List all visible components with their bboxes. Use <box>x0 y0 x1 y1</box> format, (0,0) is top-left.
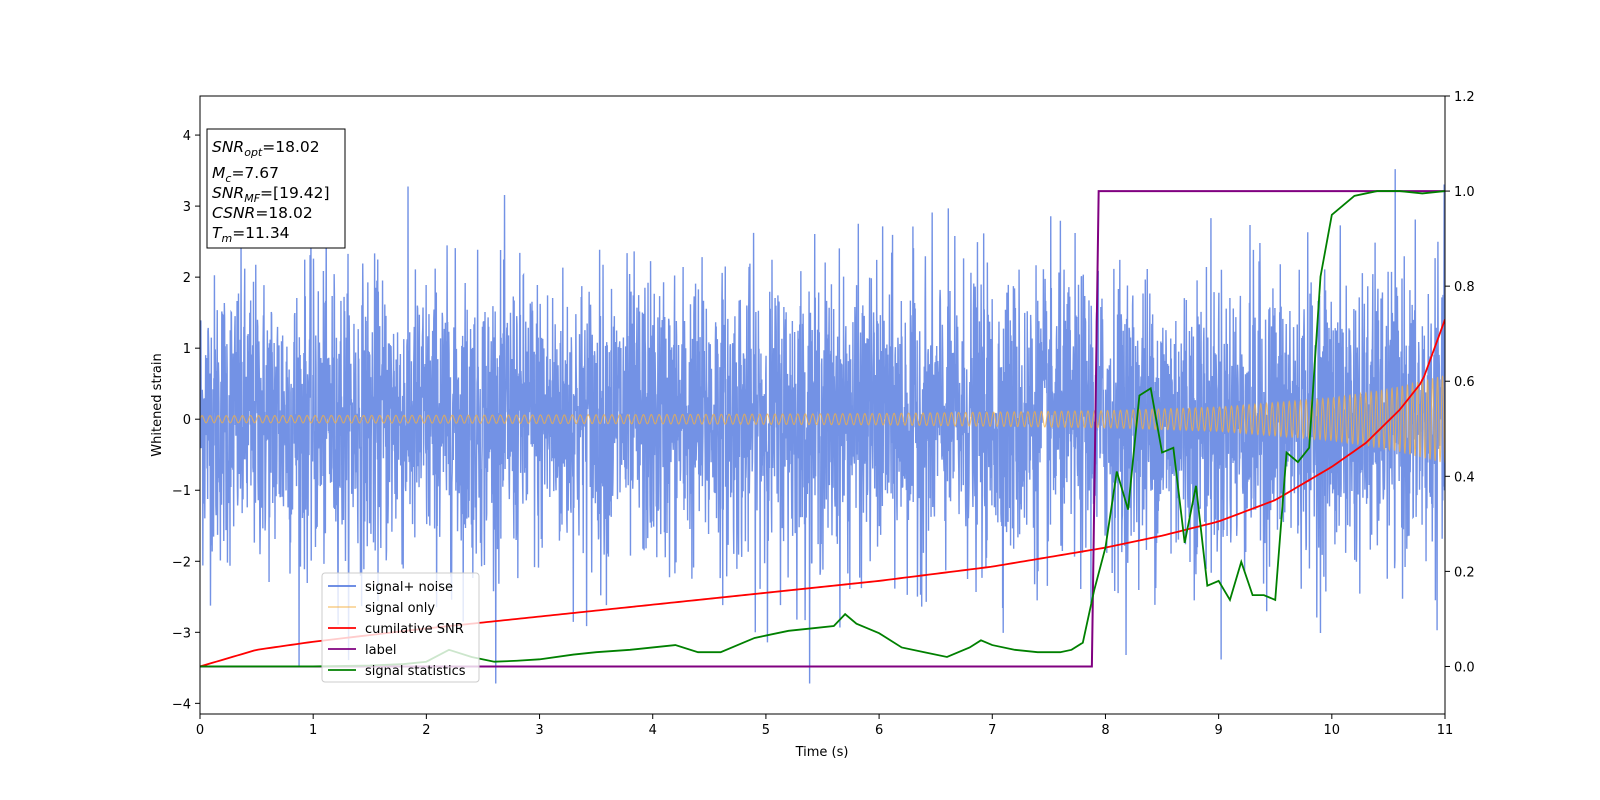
x-tick-label: 0 <box>196 723 204 738</box>
x-tick-label: 7 <box>988 723 996 738</box>
y-left-tick-label: 0 <box>183 413 191 428</box>
x-tick-label: 4 <box>649 723 657 738</box>
info-box: SNRopt=18.02 Mc=7.67SNRMF=[19.42]CSNR=18.… <box>206 128 346 249</box>
info-line: SNRMF=[19.42] <box>212 184 330 205</box>
x-tick-label: 11 <box>1437 723 1454 738</box>
y-right-tick-label: 0.4 <box>1454 470 1475 485</box>
legend-label: label <box>365 643 396 658</box>
y-right-tick-label: 0.6 <box>1454 375 1475 390</box>
legend-label: signal statistics <box>365 664 466 679</box>
legend-frame <box>321 572 480 683</box>
x-tick-label: 6 <box>875 723 883 738</box>
y-right-tick-label: 0.2 <box>1454 565 1475 580</box>
y-right-tick-label: 1.0 <box>1454 185 1475 200</box>
y-right-tick-label: 0.0 <box>1454 660 1475 675</box>
info-line: Mc=7.67 <box>212 164 279 185</box>
x-axis: 0 1 2 3 4 5 6 7 8 9 10 11 <box>196 714 1453 738</box>
legend-label: cumilative SNR <box>365 622 464 637</box>
y-left-tick-label: 4 <box>183 129 191 144</box>
info-line: CSNR=18.02 <box>212 204 313 222</box>
x-tick-label: 2 <box>422 723 430 738</box>
x-tick-label: 9 <box>1214 723 1222 738</box>
legend: signal+ noise signal only cumilative SNR la… <box>321 572 480 683</box>
legend-label: signal only <box>365 601 435 616</box>
legend-label: signal+ noise <box>365 580 453 595</box>
x-tick-label: 5 <box>762 723 770 738</box>
legend-item: signal only <box>328 601 435 616</box>
legend-item: signal+ noise <box>328 580 453 595</box>
info-line: Tm=11.34 <box>212 224 290 245</box>
y-axis-left: −4 −3 −2 −1 0 1 2 3 4 <box>172 129 200 712</box>
y-right-tick-label: 1.2 <box>1454 90 1475 105</box>
legend-item: label <box>328 643 396 658</box>
y-right-tick-label: 0.8 <box>1454 280 1475 295</box>
y-axis-label: Whitened strain <box>150 353 165 456</box>
y-left-tick-label: 3 <box>183 200 191 215</box>
series-signal-noise-line <box>200 169 1445 684</box>
plot-frame <box>199 95 1446 715</box>
x-tick-label: 10 <box>1324 723 1341 738</box>
series-signal-only-line <box>200 375 1445 464</box>
info-box-frame <box>206 128 346 249</box>
info-line: SNRopt=18.02 <box>212 138 320 159</box>
x-tick-label: 3 <box>535 723 543 738</box>
legend-item: signal statistics <box>328 664 466 679</box>
series-signal-statistics-line <box>200 190 1445 668</box>
x-tick-label: 8 <box>1101 723 1109 738</box>
y-axis-right: 0.0 0.2 0.4 0.6 0.8 1.0 1.2 <box>1445 90 1475 675</box>
y-left-tick-label: −1 <box>172 484 191 499</box>
y-left-tick-label: −4 <box>172 697 191 712</box>
series-label-line <box>200 190 1445 668</box>
legend-item: cumilative SNR <box>328 622 464 637</box>
x-tick-label: 1 <box>309 723 317 738</box>
y-left-tick-label: 2 <box>183 271 191 286</box>
y-left-tick-label: 1 <box>183 342 191 357</box>
x-axis-label: Time (s) <box>795 745 849 760</box>
y-left-tick-label: −3 <box>172 626 191 641</box>
y-left-tick-label: −2 <box>172 555 191 570</box>
